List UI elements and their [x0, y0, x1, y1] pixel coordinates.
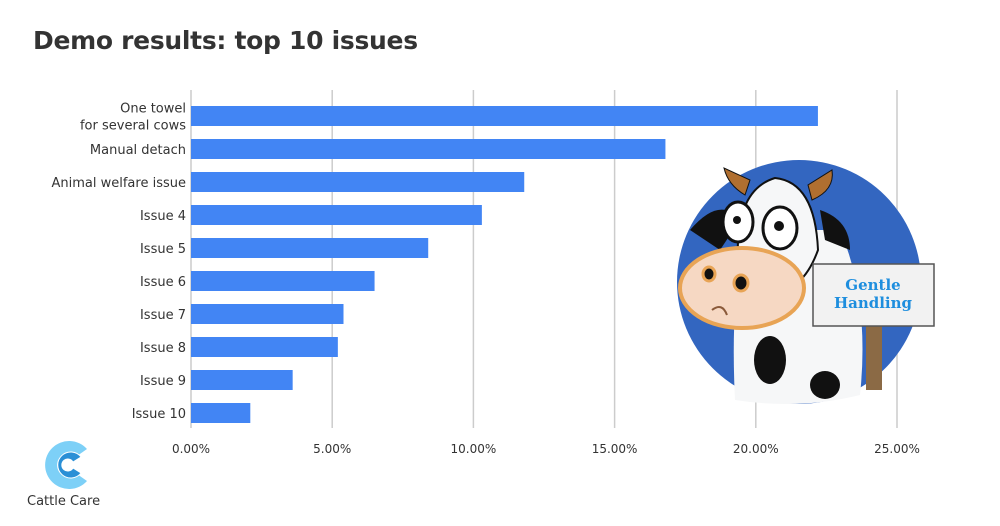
gentle-handling-sign — [812, 263, 935, 327]
category-label: Manual detach — [90, 143, 186, 158]
cow-ear-right — [820, 210, 850, 250]
category-label: Issue 7 — [140, 308, 186, 323]
bar — [191, 106, 818, 126]
category-label: Issue 6 — [140, 275, 186, 290]
bar — [191, 304, 344, 324]
bar — [191, 370, 293, 390]
bar — [191, 172, 525, 192]
bar — [191, 205, 482, 225]
cow-horn-left — [723, 167, 751, 196]
x-tick-label: 0.00% — [172, 442, 210, 456]
bar — [191, 337, 338, 357]
x-tick-label: 20.00% — [733, 442, 779, 456]
category-label: Issue 10 — [132, 407, 186, 422]
x-tick-label: 10.00% — [451, 442, 497, 456]
cow-pupil — [733, 216, 741, 224]
chart-title: Demo results: top 10 issues — [33, 26, 418, 55]
cow-mouth — [711, 305, 728, 316]
cow-spot-icon — [810, 371, 840, 399]
logo-text: Cattle Care — [27, 494, 101, 509]
x-tick-label: 15.00% — [592, 442, 638, 456]
category-label: Issue 8 — [140, 341, 186, 356]
category-label: Issue 5 — [140, 242, 186, 257]
bar — [191, 238, 429, 258]
sign-text-line2: Handling — [834, 294, 913, 312]
logo-inner-c-icon — [57, 451, 82, 479]
cow-spot-icon — [754, 336, 786, 384]
x-tick-label: 5.00% — [313, 442, 351, 456]
category-label: One towel — [120, 102, 186, 117]
bar — [191, 403, 251, 423]
sign-text-line1: Gentle — [845, 276, 900, 294]
logo-outer-c-icon — [45, 441, 87, 489]
x-tick-label: 25.00% — [874, 442, 920, 456]
sign-post — [866, 320, 882, 390]
category-label: for several cows — [80, 119, 186, 134]
cow-horn-right — [807, 169, 833, 201]
bar — [191, 139, 666, 159]
cow-nostril — [701, 265, 717, 283]
cow-pupil — [774, 221, 784, 231]
category-label: Animal welfare issue — [52, 176, 187, 191]
cow-nostril — [732, 273, 750, 293]
bar — [191, 271, 375, 291]
category-label: Issue 4 — [140, 209, 186, 224]
category-label: Issue 9 — [140, 374, 186, 389]
